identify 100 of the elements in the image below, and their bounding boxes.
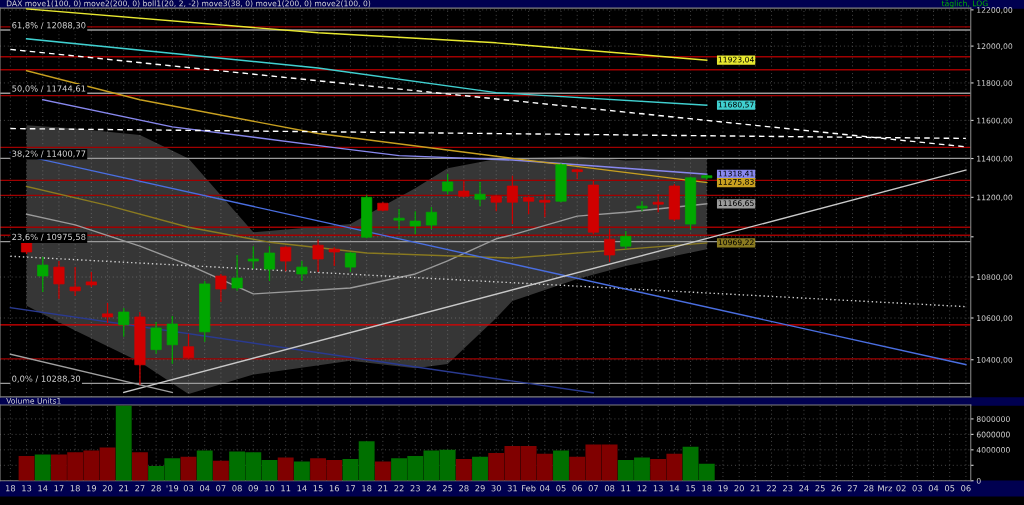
- x-tick-label: 11: [281, 485, 291, 492]
- candlestick: [344, 251, 356, 273]
- x-tick-label: 10: [265, 485, 275, 492]
- ref-line-label: 50,0% / 11744,61: [12, 85, 86, 93]
- x-tick-label: 25: [815, 485, 825, 492]
- x-tick-label: 28: [864, 485, 874, 492]
- x-tick-label: 29: [475, 485, 485, 492]
- candlestick: [118, 307, 130, 338]
- x-tick-label: 21: [750, 485, 760, 492]
- x-tick-label: 14: [38, 485, 48, 492]
- x-tick-label: 26: [831, 485, 842, 492]
- candlestick: [166, 315, 178, 365]
- x-tick-label: 17: [346, 485, 356, 492]
- candlestick: [182, 333, 195, 360]
- candlestick: [53, 260, 65, 300]
- candlestick: [620, 230, 632, 250]
- candlestick: [652, 193, 664, 213]
- x-tick-label: 30: [491, 485, 501, 492]
- x-tick-label: 28: [151, 485, 161, 492]
- x-tick-label: 18: [70, 485, 80, 492]
- candlestick: [37, 256, 49, 293]
- x-tick-label: 11: [621, 485, 631, 492]
- x-tick-label: 13: [22, 485, 32, 492]
- x-tick-label: 27: [847, 485, 858, 492]
- candlestick: [474, 181, 486, 207]
- bar: [115, 405, 132, 481]
- x-tick-label: 20: [734, 485, 744, 492]
- x-tick-label: 31: [507, 485, 517, 492]
- bar: [196, 450, 213, 481]
- x-tick-label: 02: [896, 485, 906, 492]
- x-tick-label: 15: [313, 485, 323, 492]
- candlestick: [409, 210, 421, 235]
- x-tick-label: 14: [669, 485, 680, 492]
- bar: [277, 457, 294, 481]
- candlestick: [247, 245, 259, 270]
- candlestick: [231, 254, 243, 292]
- candlestick: [312, 238, 324, 273]
- x-tick-label: 18: [5, 485, 16, 492]
- x-tick-label: 04: [199, 485, 210, 492]
- candlestick: [425, 206, 437, 230]
- bar: [293, 461, 310, 481]
- x-tick-label: 24: [799, 485, 809, 492]
- candlestick: [263, 245, 276, 282]
- bar: [472, 456, 488, 481]
- candlestick: [442, 173, 454, 195]
- bar: [180, 456, 197, 481]
- x-tick-label: 07: [588, 485, 598, 492]
- x-tick-label: '19: [166, 485, 179, 492]
- bar: [18, 456, 35, 481]
- x-tick-label: 13: [653, 485, 663, 492]
- candlestick: [102, 302, 114, 324]
- x-tick-label: 03: [183, 485, 194, 492]
- ref-line-label: 0,0% / 10288,30: [12, 375, 81, 383]
- x-tick-label: Feb: [522, 484, 536, 492]
- x-tick-label: 03: [912, 485, 922, 492]
- candlestick: [296, 260, 308, 282]
- x-tick-label: 27: [135, 485, 145, 492]
- candlestick: [328, 246, 340, 267]
- x-tick-label: 25: [442, 485, 453, 492]
- candlestick: [69, 266, 81, 297]
- x-tick-label: 05: [556, 485, 566, 492]
- x-tick-label: 14: [297, 485, 307, 492]
- x-tick-label: 23: [410, 485, 420, 492]
- x-tick-label: 19: [86, 485, 97, 492]
- candlestick: [280, 245, 292, 272]
- x-tick-label: 08: [232, 485, 242, 492]
- x-tick-label: 04: [540, 485, 550, 492]
- bar: [34, 454, 51, 481]
- candlestick: [150, 321, 162, 355]
- bar: [455, 459, 472, 481]
- ref-line-label: 23,6% / 10975,58: [12, 233, 86, 241]
- candlestick: [636, 200, 648, 212]
- candlestick: [506, 175, 518, 225]
- x-tick-label: 18: [702, 485, 712, 492]
- x-tick-label: 05: [944, 485, 955, 492]
- x-tick-label: 21: [378, 485, 388, 492]
- x-tick-label: 21: [119, 485, 129, 492]
- x-tick-label: 22: [766, 485, 777, 492]
- x-tick-label: 19: [718, 485, 728, 492]
- bar: [374, 461, 391, 481]
- x-tick-label: 28: [459, 485, 469, 492]
- x-tick-label: 08: [604, 485, 615, 492]
- candlestick: [393, 208, 405, 230]
- x-tick-label: 09: [248, 485, 259, 492]
- candlestick: [215, 273, 227, 303]
- candlestick: [604, 228, 616, 263]
- x-tick-label: 12: [637, 485, 647, 492]
- x-tick-label: 23: [783, 485, 793, 492]
- bar: [212, 460, 229, 481]
- bar: [553, 450, 569, 481]
- x-tick-label: 07: [216, 485, 226, 492]
- candlestick: [539, 193, 551, 218]
- x-tick-label: 24: [426, 485, 437, 492]
- x-tick-label: 20: [102, 485, 113, 492]
- x-tick-label: 22: [394, 485, 404, 492]
- bar: [131, 452, 148, 481]
- x-tick-label: 17: [54, 485, 64, 492]
- x-tick-label: 15: [686, 485, 696, 492]
- x-tick-label: 04: [928, 485, 939, 492]
- x-tick-label: 18: [362, 485, 372, 492]
